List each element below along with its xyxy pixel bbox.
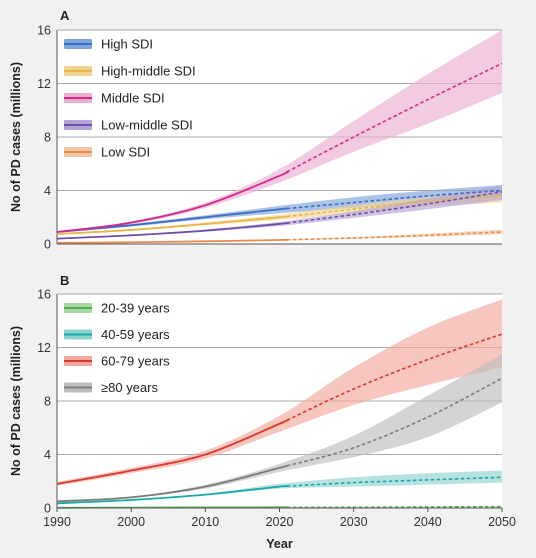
y-tick-label: 12 <box>37 77 51 91</box>
series-line-projected <box>286 476 503 487</box>
legend-label: Low-middle SDI <box>101 118 193 133</box>
series-line-projected <box>286 377 503 467</box>
y-tick-label: 8 <box>44 395 51 409</box>
series-line-observed <box>56 215 289 235</box>
panel-label: A <box>60 8 70 23</box>
series-line-projected <box>286 231 503 241</box>
legend-label: Low SDI <box>101 145 150 160</box>
y-tick-label: 0 <box>44 502 51 516</box>
series-line-observed <box>56 464 289 503</box>
series-line-observed <box>56 419 289 485</box>
legend-item: Low-middle SDI <box>64 118 193 133</box>
legend-label: ≥80 years <box>101 380 158 395</box>
legend-label: Middle SDI <box>101 91 165 106</box>
legend-item: Low SDI <box>64 145 150 160</box>
legend-label: High SDI <box>101 37 153 52</box>
legend-label: 40-59 years <box>101 327 170 342</box>
x-tick-label: 2050 <box>488 515 516 529</box>
legend-item: ≥80 years <box>64 380 158 395</box>
y-tick-label: 16 <box>37 288 51 302</box>
y-tick-label: 16 <box>37 24 51 38</box>
y-tick-label: 0 <box>44 238 51 252</box>
legend-item: 20-39 years <box>64 301 170 316</box>
series-line-projected <box>286 333 503 421</box>
x-tick-label: 2030 <box>340 515 368 529</box>
panel-label: B <box>60 273 69 288</box>
legend-item: 60-79 years <box>64 354 170 369</box>
series-line-projected <box>286 505 503 509</box>
y-axis-title: No of PD cases (millions) <box>9 62 23 212</box>
panel-b: 0 4 8 12 16 1990 2000 2010 2020 2030 2040 2050 Year N… <box>9 273 516 551</box>
x-tick-label: 2000 <box>117 515 145 529</box>
panel-a: 0 4 8 12 16 No of PD cases (millions) A High SD… <box>9 8 503 252</box>
x-tick-label: 2020 <box>266 515 294 529</box>
x-axis-title: Year <box>266 537 293 551</box>
y-tick-label: 12 <box>37 341 51 355</box>
legend-item: Middle SDI <box>64 91 165 106</box>
y-tick-label: 8 <box>44 131 51 145</box>
series-line-observed <box>56 222 289 240</box>
series-line-projected <box>286 191 503 224</box>
y-tick-label: 4 <box>44 184 51 198</box>
legend-item: 40-59 years <box>64 327 170 342</box>
x-tick-label: 2040 <box>414 515 442 529</box>
uncertainty-band <box>57 354 502 502</box>
legend-label: 60-79 years <box>101 354 170 369</box>
uncertainty-band <box>57 190 502 235</box>
legend-label: High-middle SDI <box>101 64 196 79</box>
legend-label: 20-39 years <box>101 301 170 316</box>
y-axis-title: No of PD cases (millions) <box>9 326 23 476</box>
legend: High SDI High-middle SDI Middle SDI Low-mid… <box>64 37 196 160</box>
series-line-projected <box>286 62 503 173</box>
series-line-projected <box>286 189 503 210</box>
uncertainty-band <box>57 299 502 486</box>
series-line-projected <box>286 195 503 218</box>
x-tick-label: 1990 <box>43 515 71 529</box>
legend-item: High SDI <box>64 37 153 52</box>
series-line-observed <box>56 484 289 505</box>
legend-item: High-middle SDI <box>64 64 196 79</box>
y-tick-label: 4 <box>44 448 51 462</box>
series-line-observed <box>56 207 289 233</box>
x-tick-label: 2010 <box>191 515 219 529</box>
legend: 20-39 years 40-59 years 60-79 years ≥80 yea… <box>64 301 170 395</box>
series-line-observed <box>56 171 289 233</box>
series-line-observed <box>56 238 289 244</box>
